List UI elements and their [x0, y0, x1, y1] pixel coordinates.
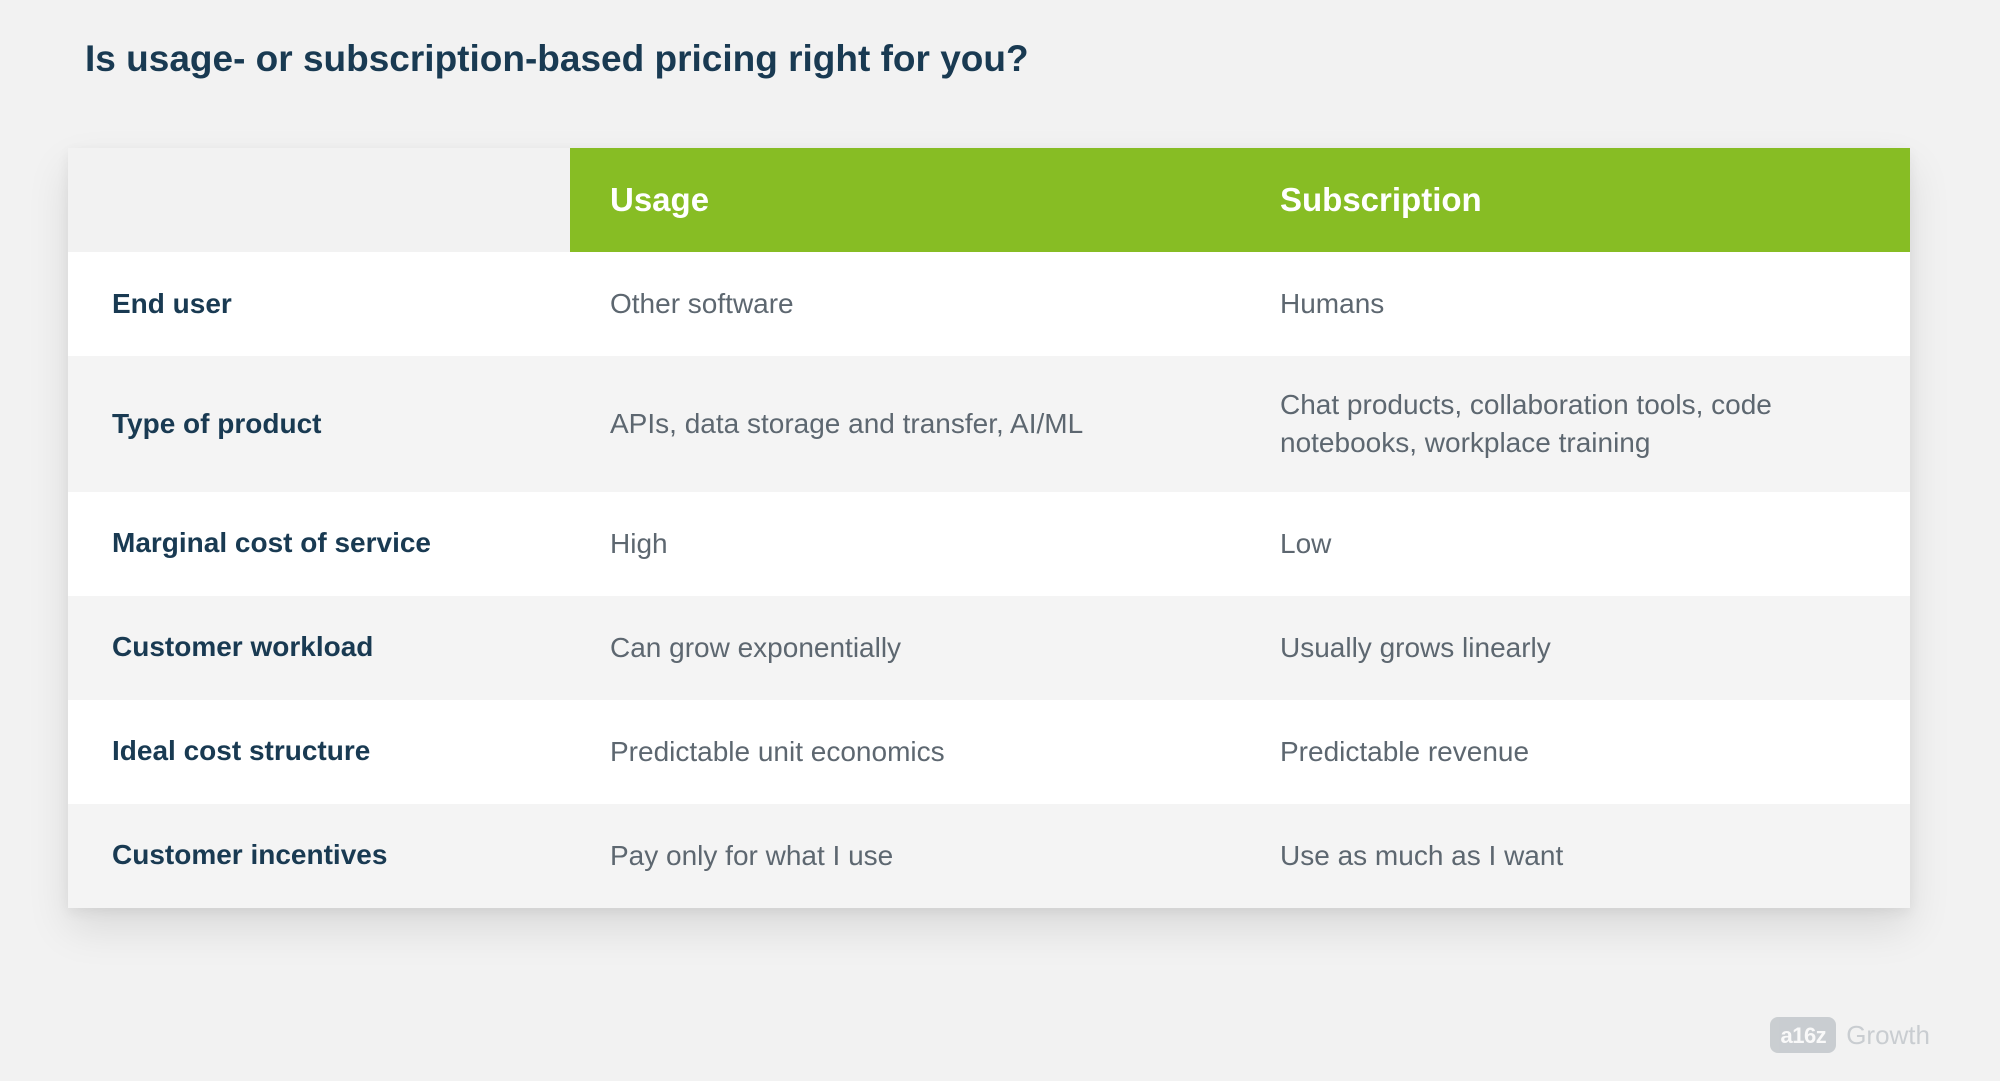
row-cell-usage: APIs, data storage and transfer, AI/ML	[570, 356, 1240, 492]
brand-logo-box: a16z	[1770, 1017, 1836, 1053]
table-row: Type of product APIs, data storage and t…	[68, 356, 1910, 492]
row-cell-usage: Pay only for what I use	[570, 804, 1240, 908]
comparison-table: Usage Subscription End user Other softwa…	[68, 148, 1910, 908]
table-row: Marginal cost of service High Low	[68, 492, 1910, 596]
row-cell-usage: High	[570, 492, 1240, 596]
row-cell-usage: Predictable unit economics	[570, 700, 1240, 804]
row-cell-subscription: Low	[1240, 492, 1910, 596]
row-cell-subscription: Use as much as I want	[1240, 804, 1910, 908]
table-row: Ideal cost structure Predictable unit ec…	[68, 700, 1910, 804]
row-cell-subscription: Humans	[1240, 252, 1910, 356]
row-label: Customer workload	[68, 596, 570, 700]
table-row: Customer workload Can grow exponentially…	[68, 596, 1910, 700]
table-row: End user Other software Humans	[68, 252, 1910, 356]
table-header-usage: Usage	[570, 148, 1240, 252]
table-header-spacer	[68, 148, 570, 252]
row-cell-subscription: Usually grows linearly	[1240, 596, 1910, 700]
row-cell-subscription: Chat products, collaboration tools, code…	[1240, 356, 1910, 492]
page-title: Is usage- or subscription-based pricing …	[85, 38, 1029, 80]
row-label: End user	[68, 252, 570, 356]
table-row: Customer incentives Pay only for what I …	[68, 804, 1910, 908]
row-cell-subscription: Predictable revenue	[1240, 700, 1910, 804]
row-cell-usage: Other software	[570, 252, 1240, 356]
row-label: Type of product	[68, 356, 570, 492]
row-label: Ideal cost structure	[68, 700, 570, 804]
brand-logo-text: Growth	[1846, 1020, 1930, 1051]
row-label: Marginal cost of service	[68, 492, 570, 596]
table-header-subscription: Subscription	[1240, 148, 1910, 252]
row-cell-usage: Can grow exponentially	[570, 596, 1240, 700]
row-label: Customer incentives	[68, 804, 570, 908]
brand-logo: a16z Growth	[1770, 1017, 1930, 1053]
table-header-row: Usage Subscription	[68, 148, 1910, 252]
